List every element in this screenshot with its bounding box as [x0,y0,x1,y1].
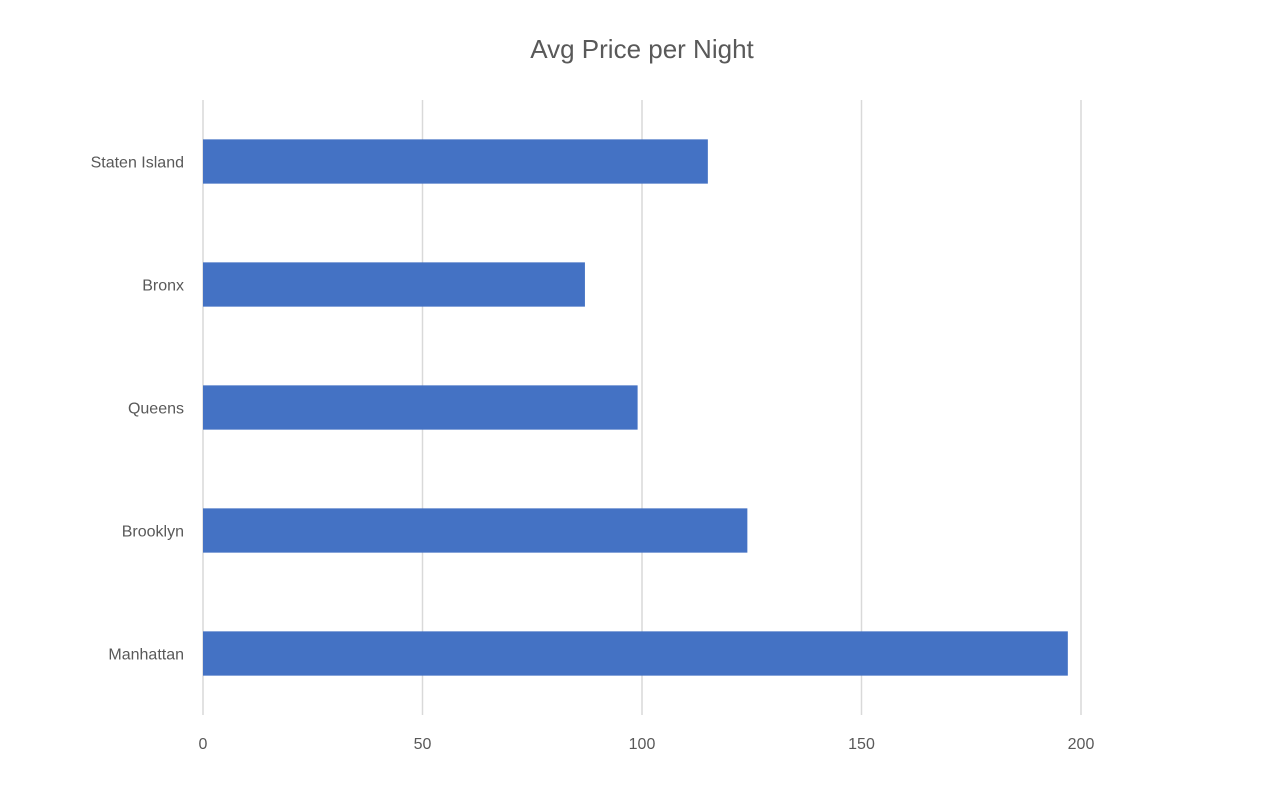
bar-queens [203,385,638,430]
x-tick-label: 50 [414,736,432,753]
bar-staten-island [203,139,708,184]
y-category-label: Queens [128,401,184,418]
bar-bronx [203,262,585,307]
bar-manhattan [203,631,1068,676]
chart-title: Avg Price per Night [530,34,754,64]
x-tick-label: 200 [1068,736,1095,753]
y-category-label: Brooklyn [122,524,184,541]
y-category-label: Manhattan [108,647,184,664]
bars [203,139,1068,676]
x-tick-label: 150 [848,736,875,753]
bar-brooklyn [203,508,748,553]
axis-labels: 0 50 100 150 200 Staten Island Bronx Queens Broo… [91,155,1095,754]
x-tick-label: 0 [199,736,208,753]
y-category-label: Staten Island [91,155,184,172]
y-category-label: Bronx [142,278,184,295]
x-tick-label: 100 [629,736,656,753]
